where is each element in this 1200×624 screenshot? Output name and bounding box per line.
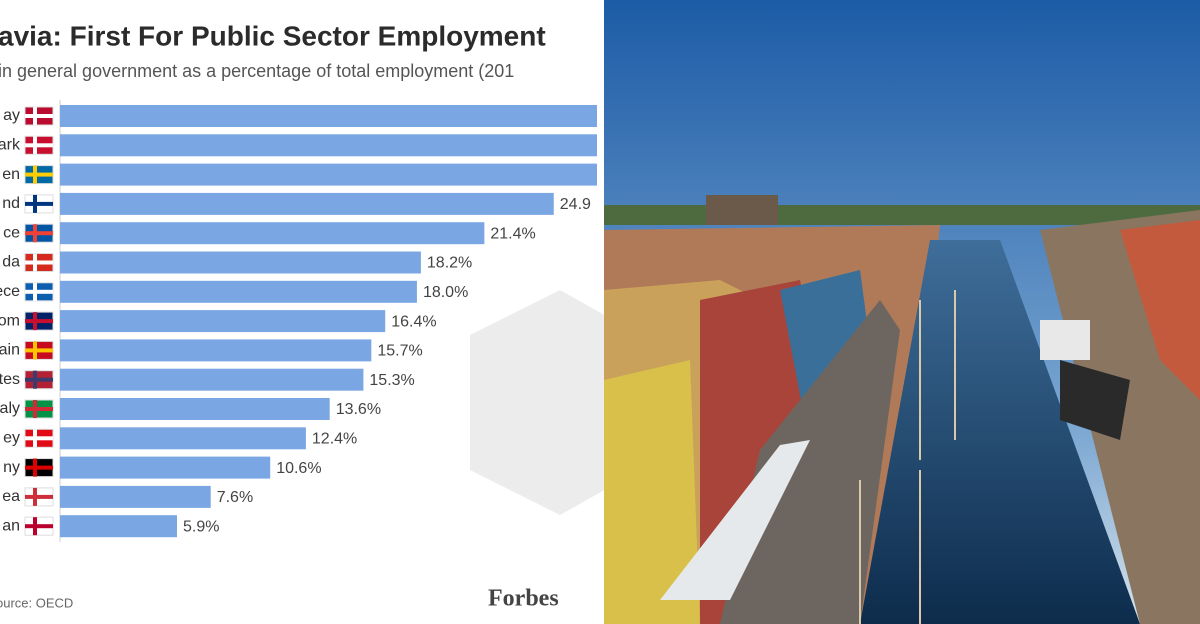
bar <box>60 163 597 186</box>
category-label: ece <box>0 283 20 300</box>
flag-detail <box>25 319 53 324</box>
value-label: 18.0% <box>423 284 468 301</box>
flag-detail <box>25 289 53 294</box>
bar <box>60 339 372 362</box>
value-label: 15.7% <box>377 343 422 360</box>
category-label: tes <box>0 371 20 388</box>
value-label: 10.6% <box>276 460 321 477</box>
bar <box>60 222 485 245</box>
flag-detail <box>25 231 53 236</box>
flag-detail <box>25 436 53 441</box>
value-label: 13.6% <box>336 401 381 418</box>
category-label: ain <box>0 342 20 359</box>
category-label: ay <box>3 107 20 124</box>
logo: Forbes <box>488 586 559 612</box>
flag-detail <box>25 524 53 529</box>
flag-detail <box>25 407 53 411</box>
category-label: ey <box>3 430 20 447</box>
category-label: en <box>2 166 20 183</box>
category-label: ny <box>3 459 20 476</box>
flag-detail <box>25 465 53 470</box>
value-label: 16.4% <box>391 313 436 330</box>
photo <box>604 0 1200 624</box>
chart: avia: First For Public Sector Employment… <box>0 20 640 612</box>
category-label: ark <box>0 137 21 154</box>
category-label: ce <box>3 224 20 241</box>
bar <box>60 280 417 303</box>
flag-detail <box>25 172 53 177</box>
value-label: 21.4% <box>490 225 535 242</box>
bar <box>60 398 330 420</box>
category-label: nd <box>2 195 20 212</box>
bar <box>60 456 271 479</box>
category-label: ea <box>2 488 20 505</box>
flag-detail <box>25 114 53 118</box>
category-label: om <box>0 312 20 329</box>
bar <box>60 105 597 127</box>
flag-detail <box>25 377 53 382</box>
chart-title: avia: First For Public Sector Employment <box>0 20 546 51</box>
value-label: 15.3% <box>369 372 414 389</box>
chart-subtitle: in general government as a percentage of… <box>0 61 514 81</box>
bar <box>60 515 177 538</box>
flag-detail <box>25 143 53 148</box>
bar <box>60 427 306 450</box>
flag-detail <box>25 494 53 499</box>
bar <box>60 485 211 508</box>
category-label: aly <box>0 400 20 417</box>
watermark <box>470 290 640 515</box>
category-label: da <box>2 254 20 271</box>
bar <box>60 310 386 333</box>
value-label: 7.6% <box>217 489 253 506</box>
bar <box>60 134 597 157</box>
bar <box>60 192 554 215</box>
category-label: an <box>2 517 20 534</box>
bars <box>60 105 597 538</box>
flag-detail <box>25 201 53 206</box>
bar <box>60 251 421 274</box>
bar <box>60 368 364 391</box>
value-label: 24.9 <box>560 196 591 213</box>
value-label: 12.4% <box>312 431 357 448</box>
flag-detail <box>25 348 53 353</box>
flag-detail <box>25 260 53 265</box>
value-label: 5.9% <box>183 518 219 535</box>
source: ource: OECD <box>0 595 73 610</box>
value-label: 18.2% <box>427 255 472 272</box>
